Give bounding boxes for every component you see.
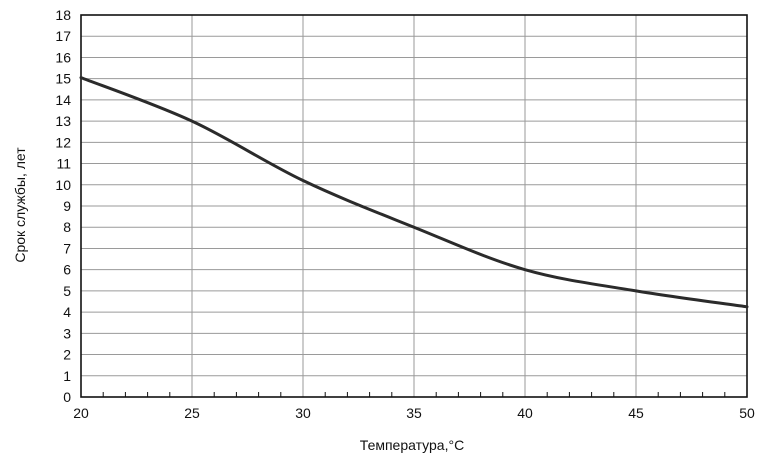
y-tick-label: 14 [55, 92, 71, 108]
x-tick-label: 35 [406, 405, 422, 421]
y-tick-label: 17 [55, 28, 71, 44]
y-tick-label: 0 [63, 389, 71, 405]
x-axis-ticks: 20 25 30 35 40 45 50 [73, 392, 755, 421]
y-tick-label: 11 [56, 156, 71, 172]
x-tick-label: 50 [739, 405, 755, 421]
y-tick-label: 1 [63, 368, 71, 384]
x-tick-label: 30 [295, 405, 311, 421]
y-tick-label: 16 [55, 49, 71, 65]
y-tick-label: 12 [55, 134, 71, 150]
y-tick-label: 10 [55, 177, 71, 193]
y-tick-label: 15 [55, 71, 71, 87]
series-line [79, 76, 749, 309]
x-axis-title: Температура,°C [360, 437, 464, 453]
plot-border [80, 14, 748, 398]
y-tick-label: 5 [63, 283, 71, 299]
plot-frame [80, 14, 748, 398]
y-tick-label: 7 [63, 240, 71, 256]
y-tick-label: 3 [63, 325, 71, 341]
y-tick-label: 9 [63, 198, 71, 214]
x-tick-label: 40 [517, 405, 533, 421]
y-axis-title: Срок службы, лет [12, 147, 28, 263]
y-tick-label: 4 [63, 304, 71, 320]
x-tick-label: 45 [628, 405, 644, 421]
x-tick-label: 25 [184, 405, 200, 421]
grid [81, 15, 747, 397]
x-tick-label: 20 [73, 405, 89, 421]
y-tick-label: 8 [63, 219, 71, 235]
y-tick-label: 13 [55, 113, 71, 129]
y-tick-label: 2 [63, 347, 71, 363]
y-tick-label: 18 [55, 7, 71, 23]
series-layer [79, 76, 749, 309]
y-tick-label: 6 [63, 262, 71, 278]
